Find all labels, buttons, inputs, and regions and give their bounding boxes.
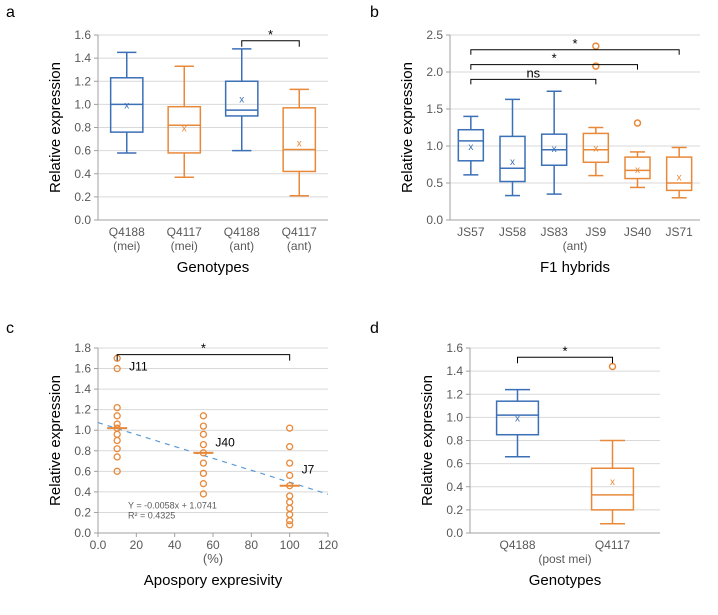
svg-text:*: * — [552, 51, 557, 66]
svg-text:0.2: 0.2 — [74, 190, 91, 204]
svg-text:(mei): (mei) — [113, 239, 140, 253]
svg-text:x: x — [468, 142, 473, 153]
chart-a: 0.0 0.2 0.4 0.6 0.8 1.0 1.2 1.4 1.6 Relative expr… — [40, 15, 360, 305]
svg-text:*: * — [562, 343, 567, 358]
svg-text:x: x — [635, 165, 640, 176]
svg-text:Relative expression: Relative expression — [419, 375, 436, 506]
svg-text:Q4188: Q4188 — [109, 225, 145, 239]
svg-text:0.6: 0.6 — [74, 464, 91, 478]
svg-text:J40: J40 — [215, 436, 235, 450]
svg-text:*: * — [201, 341, 206, 356]
chart-b: 0.0 0.5 1.0 1.5 2.0 2.5 Relative expression x JS… — [395, 15, 715, 305]
svg-text:Q4188: Q4188 — [499, 538, 535, 552]
svg-text:J7: J7 — [302, 462, 315, 476]
svg-text:0.0: 0.0 — [90, 538, 107, 552]
panel-label-d: d — [370, 320, 379, 338]
svg-text:(post mei): (post mei) — [538, 552, 591, 566]
svg-text:JS58: JS58 — [499, 225, 527, 239]
svg-text:x: x — [124, 100, 129, 111]
svg-text:ns: ns — [526, 65, 540, 80]
svg-text:x: x — [593, 143, 598, 154]
svg-text:1.6: 1.6 — [74, 362, 91, 376]
svg-text:1.2: 1.2 — [74, 403, 91, 417]
svg-text:Q4117: Q4117 — [167, 225, 202, 239]
svg-text:(mei): (mei) — [171, 239, 198, 253]
panel-label-c: c — [6, 320, 14, 338]
svg-text:x: x — [515, 413, 520, 424]
svg-text:JS40: JS40 — [624, 225, 652, 239]
svg-text:Genotypes: Genotypes — [177, 259, 250, 276]
svg-text:1.6: 1.6 — [74, 28, 91, 42]
svg-text:x: x — [610, 477, 615, 488]
chart-c: 0.0 0.2 0.4 0.6 0.8 1.0 1.2 1.4 1.6 1.8 Relative e… — [40, 330, 360, 615]
svg-text:0.2: 0.2 — [74, 505, 91, 519]
svg-text:1.5: 1.5 — [426, 102, 443, 116]
svg-text:x: x — [297, 139, 302, 150]
svg-text:(%): (%) — [203, 551, 223, 566]
svg-text:1.2: 1.2 — [74, 74, 91, 88]
svg-text:0.8: 0.8 — [74, 121, 91, 135]
svg-text:JS9: JS9 — [585, 225, 606, 239]
svg-text:1.4: 1.4 — [74, 51, 91, 65]
svg-text:Relative expression: Relative expression — [399, 62, 416, 193]
svg-text:Q4117: Q4117 — [595, 538, 630, 552]
svg-text:Apospory expresivity: Apospory expresivity — [144, 572, 283, 589]
svg-text:40: 40 — [168, 538, 182, 552]
svg-text:x: x — [510, 157, 515, 168]
svg-text:2.0: 2.0 — [426, 65, 443, 79]
svg-text:0.8: 0.8 — [74, 444, 91, 458]
svg-text:60: 60 — [206, 538, 220, 552]
svg-text:0.6: 0.6 — [446, 457, 463, 471]
svg-text:x: x — [239, 95, 244, 106]
svg-text:0.4: 0.4 — [446, 480, 463, 494]
svg-text:100: 100 — [280, 538, 300, 552]
svg-text:(ant): (ant) — [563, 239, 588, 253]
svg-text:Genotypes: Genotypes — [529, 572, 602, 589]
svg-text:0.6: 0.6 — [74, 144, 91, 158]
svg-text:0.0: 0.0 — [74, 213, 91, 227]
svg-text:1.4: 1.4 — [446, 364, 463, 378]
svg-text:Relative expression: Relative expression — [47, 62, 64, 193]
svg-text:*: * — [268, 27, 273, 42]
svg-text:*: * — [572, 36, 577, 51]
svg-text:0.4: 0.4 — [74, 485, 91, 499]
svg-text:JS71: JS71 — [665, 225, 693, 239]
svg-text:JS57: JS57 — [457, 225, 485, 239]
svg-text:1.0: 1.0 — [74, 97, 91, 111]
svg-text:JS83: JS83 — [540, 225, 568, 239]
panel-label-a: a — [6, 4, 15, 22]
svg-text:0.8: 0.8 — [446, 434, 463, 448]
svg-text:x: x — [552, 144, 557, 155]
svg-text:Q4117: Q4117 — [282, 225, 317, 239]
svg-text:2.5: 2.5 — [426, 28, 443, 42]
svg-text:x: x — [677, 172, 682, 183]
svg-text:1.2: 1.2 — [446, 387, 463, 401]
svg-text:1.4: 1.4 — [74, 382, 91, 396]
svg-text:R² = 0.4325: R² = 0.4325 — [128, 511, 175, 521]
svg-text:80: 80 — [245, 538, 259, 552]
svg-text:0.0: 0.0 — [426, 213, 443, 227]
svg-text:J11: J11 — [129, 360, 148, 374]
svg-text:1.0: 1.0 — [446, 410, 463, 424]
panel-label-b: b — [370, 4, 379, 22]
svg-text:x: x — [182, 124, 187, 135]
svg-text:Relative expression: Relative expression — [47, 375, 64, 506]
svg-text:1.8: 1.8 — [74, 341, 91, 355]
svg-text:Y = -0.0058x + 1.0741: Y = -0.0058x + 1.0741 — [128, 500, 217, 510]
svg-text:1.0: 1.0 — [426, 139, 443, 153]
svg-text:0.4: 0.4 — [74, 167, 91, 181]
svg-text:(ant): (ant) — [229, 239, 254, 253]
svg-text:Q4188: Q4188 — [224, 225, 260, 239]
svg-text:0.0: 0.0 — [446, 526, 463, 540]
svg-text:1.0: 1.0 — [74, 423, 91, 437]
svg-text:0.2: 0.2 — [446, 503, 463, 517]
svg-text:120: 120 — [318, 538, 338, 552]
svg-text:(ant): (ant) — [287, 239, 312, 253]
svg-text:0.5: 0.5 — [426, 176, 443, 190]
svg-text:F1 hybrids: F1 hybrids — [540, 259, 610, 276]
chart-d: 0.0 0.2 0.4 0.6 0.8 1.0 1.2 1.4 1.6 Relative expr… — [395, 330, 715, 615]
svg-text:20: 20 — [130, 538, 144, 552]
svg-text:1.6: 1.6 — [446, 341, 463, 355]
